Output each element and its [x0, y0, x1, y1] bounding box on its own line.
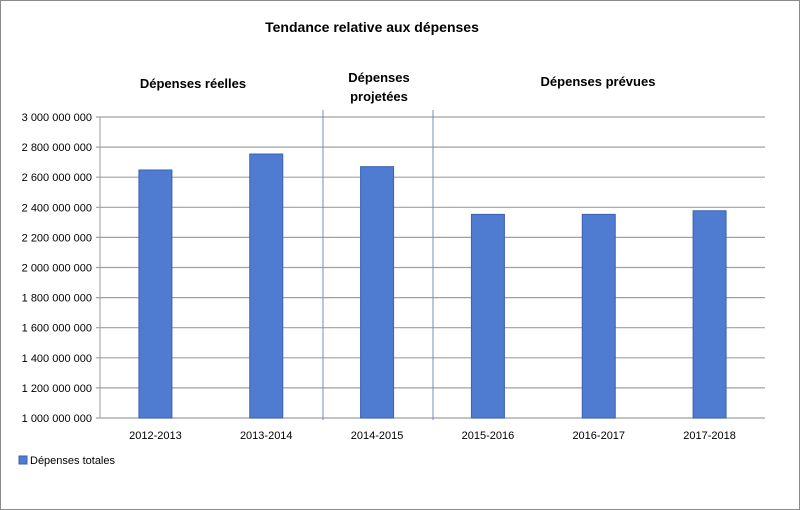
- y-tick-label: 2 600 000 000: [22, 172, 92, 184]
- section-label-planned: Dépenses prévues: [541, 74, 656, 89]
- y-tick-label: 1 000 000 000: [22, 413, 92, 425]
- y-tick-label: 1 400 000 000: [22, 353, 92, 365]
- section-label-actual: Dépenses réelles: [140, 76, 246, 91]
- y-tick-label: 2 000 000 000: [22, 263, 92, 275]
- section-label-projected: Dépenses: [348, 70, 409, 85]
- section-label-projected-line2: projetées: [350, 89, 408, 104]
- bar-2017-2018: [692, 210, 727, 419]
- y-tick-label: 2 400 000 000: [22, 202, 92, 214]
- x-tick-label: 2013-2014: [240, 430, 293, 442]
- y-tick-label: 2 800 000 000: [22, 142, 92, 154]
- x-tick-label: 2017-2018: [683, 430, 736, 442]
- legend-swatch: [18, 455, 28, 465]
- y-tick-label: 3 000 000 000: [22, 112, 92, 124]
- y-tick-label: 1 200 000 000: [22, 383, 92, 395]
- x-tick-label: 2012-2013: [129, 430, 182, 442]
- chart-title: Tendance relative aux dépenses: [265, 19, 479, 35]
- bar-2015-2016: [470, 213, 505, 419]
- bar-2016-2017: [581, 213, 616, 419]
- x-tick-label: 2015-2016: [462, 430, 515, 442]
- x-tick-label: 2016-2017: [572, 430, 625, 442]
- bar-2012-2013: [138, 169, 173, 419]
- y-tick-label: 1 600 000 000: [22, 323, 92, 335]
- y-tick-label: 2 200 000 000: [22, 232, 92, 244]
- y-tick-label: 1 800 000 000: [22, 293, 92, 305]
- x-tick-label: 2014-2015: [351, 430, 404, 442]
- bar-2014-2015: [360, 166, 395, 419]
- bar-2013-2014: [249, 153, 284, 419]
- legend-label: Dépenses totales: [30, 455, 115, 467]
